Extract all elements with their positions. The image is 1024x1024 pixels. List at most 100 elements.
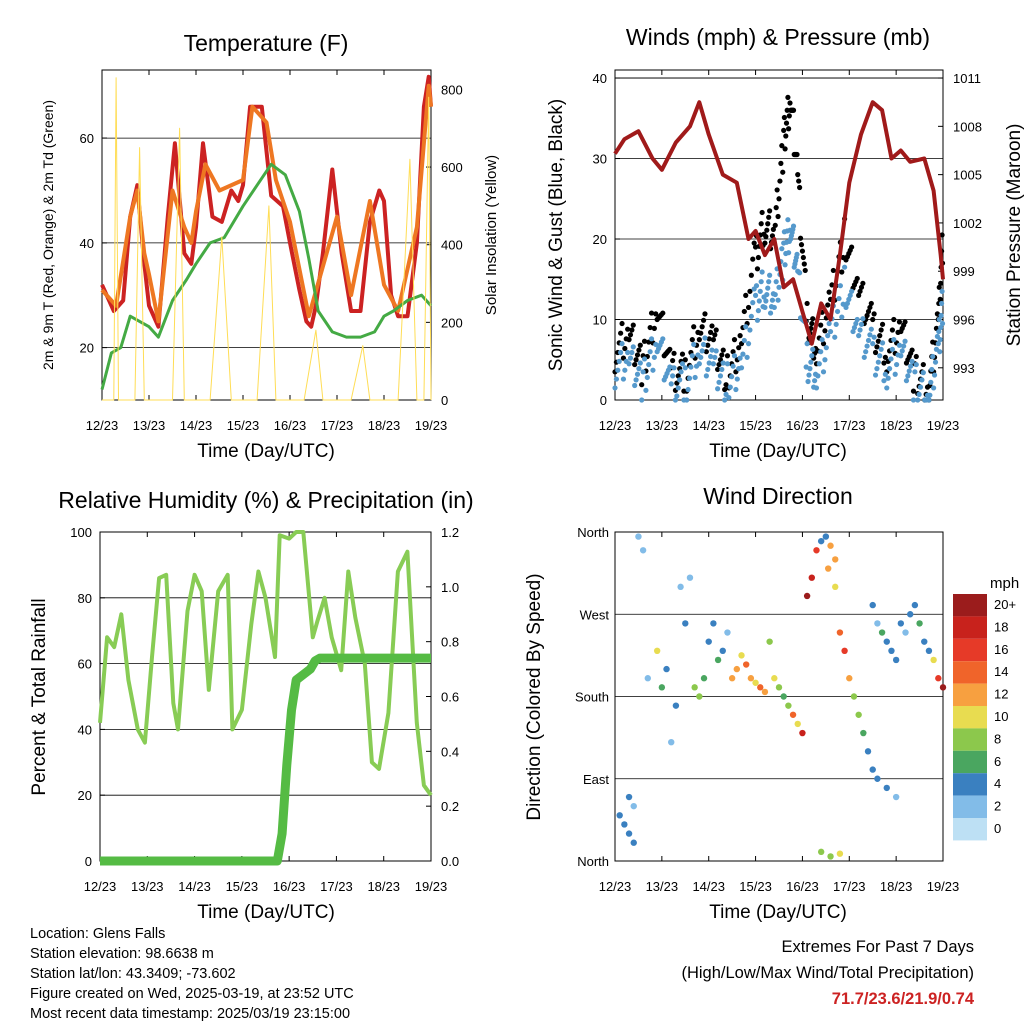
winds-series-gust-point [773,205,779,211]
humidity-y2tick-label: 1.2 [441,525,459,540]
wind-direction-point [902,629,909,636]
temperature-y2tick-label: 600 [441,160,463,175]
winds-xtick-label: 19/23 [927,418,960,433]
winds-series-wind-point [709,347,715,353]
winds-series-gust-point [779,143,785,149]
winds-y2tick-label: 1005 [953,168,982,183]
winds-series-gust-point [748,272,754,278]
wind-direction-point [630,802,637,810]
winds-series-gust-point [770,226,776,232]
winds-series-wind-point [912,369,918,375]
temperature-series-9m-t [100,83,433,324]
winds-series-wind-point [689,353,695,359]
humidity-series-rh [98,530,433,797]
winds-series-wind-point [753,283,760,289]
humidity-y2tick-label: 0.0 [441,854,459,869]
wind-direction-legend-title: mph [990,575,1019,592]
humidity-ytick-label: 20 [78,788,92,803]
humidity-xtick-label: 14/23 [178,879,211,894]
winds-series-wind-point [804,341,810,347]
winds-series-wind-point [806,372,812,378]
winds-series-gust-point [910,388,917,394]
wind-direction-title: Wind Direction [703,483,853,509]
humidity-title: Relative Humidity (%) & Precipitation (i… [58,487,473,513]
winds-series-wind-point [910,397,917,403]
winds-series-wind-point [712,354,718,360]
winds-series-wind-point [660,336,666,342]
winds-series-gust-point [651,325,657,331]
winds-series-gust-point [801,261,807,267]
winds-series-wind-point [646,361,652,368]
wind-direction-point [625,793,633,801]
wind-direction-point [836,629,844,636]
winds-series-wind-point [769,297,776,303]
wind-speed-legend-swatch [953,773,987,796]
winds-series-wind-point [872,372,879,378]
winds-series-wind-point [750,300,756,306]
winds-series-wind-point [927,392,933,398]
winds-series-gust-point [630,322,636,328]
winds-series-wind-point [898,353,904,359]
wind-speed-legend-label: 2 [994,799,1001,814]
winds-series-wind-point [643,387,649,393]
winds-series-wind-point [678,369,684,375]
winds-title: Winds (mph) & Pressure (mb) [626,24,930,50]
winds-series-wind-point [767,272,773,278]
winds-series-wind-point [935,341,941,347]
temperature-title: Temperature (F) [184,30,349,56]
winds-series-wind-point [879,340,886,346]
winds-series-wind-point [915,397,921,403]
winds-series-wind-point [740,351,746,357]
winds-series-wind-point [705,366,711,373]
winds-series-wind-point [752,292,759,298]
winds-series-gust-point [731,337,738,343]
winds-ytick-label: 10 [593,313,607,328]
wind_direction-ytick-label: West [580,607,610,622]
winds-series-wind-point [889,346,895,352]
wind-direction-point [747,675,755,682]
winds-series-gust-point [765,221,771,227]
wind-direction-point [939,684,947,691]
winds-series-gust-point [781,114,787,121]
wind-direction-point [691,684,698,691]
winds-series-gust-point [858,284,865,290]
wind-direction-point [682,620,689,627]
wind-speed-legend-label: 4 [994,776,1001,791]
temperature-xtick-label: 12/23 [86,418,119,433]
winds-series-wind-point [794,251,800,257]
temperature-series-solar-insolation [102,77,432,401]
wind-direction-point [911,601,919,609]
winds-series-wind-point [706,360,712,366]
winds-series-gust-point [889,327,895,333]
wind_direction-xtick-label: 19/23 [927,879,960,894]
winds-series-wind-point [851,324,858,331]
winds-series-gust-point [802,267,808,274]
winds-series-wind-point [863,349,869,355]
winds-series-wind-point [702,335,708,341]
wind-direction-point [822,533,830,540]
wind-speed-legend-label: 6 [994,754,1001,769]
wind-direction-point [827,542,834,549]
wind_direction-xtick-label: 14/23 [692,879,725,894]
winds-series-wind-point [616,358,622,364]
winds-series-gust-point [822,328,828,334]
winds-series-wind-point [844,300,851,307]
winds-series-wind-point [762,304,768,311]
winds-series-gust-point [780,169,786,175]
winds-series-wind-point [633,377,639,383]
wind-direction-point [635,533,642,540]
winds-series-wind-point [908,363,914,369]
winds-series-wind-point [700,341,707,348]
winds-series-wind-point [819,337,825,343]
winds-series-wind-point [674,393,680,399]
winds-series-wind-point [822,357,828,363]
wind-direction-point [803,592,811,600]
winds-series-wind-point [771,304,777,311]
winds-series-gust-point [670,357,676,364]
wind-direction-point [668,738,675,746]
wind-direction-point [738,652,745,659]
winds-series-wind-point [894,361,900,368]
wind-direction-ylabel: Direction (Colored By Speed) [524,573,545,820]
winds-xtick-label: 14/23 [692,418,725,433]
wind-direction-point [832,556,839,563]
